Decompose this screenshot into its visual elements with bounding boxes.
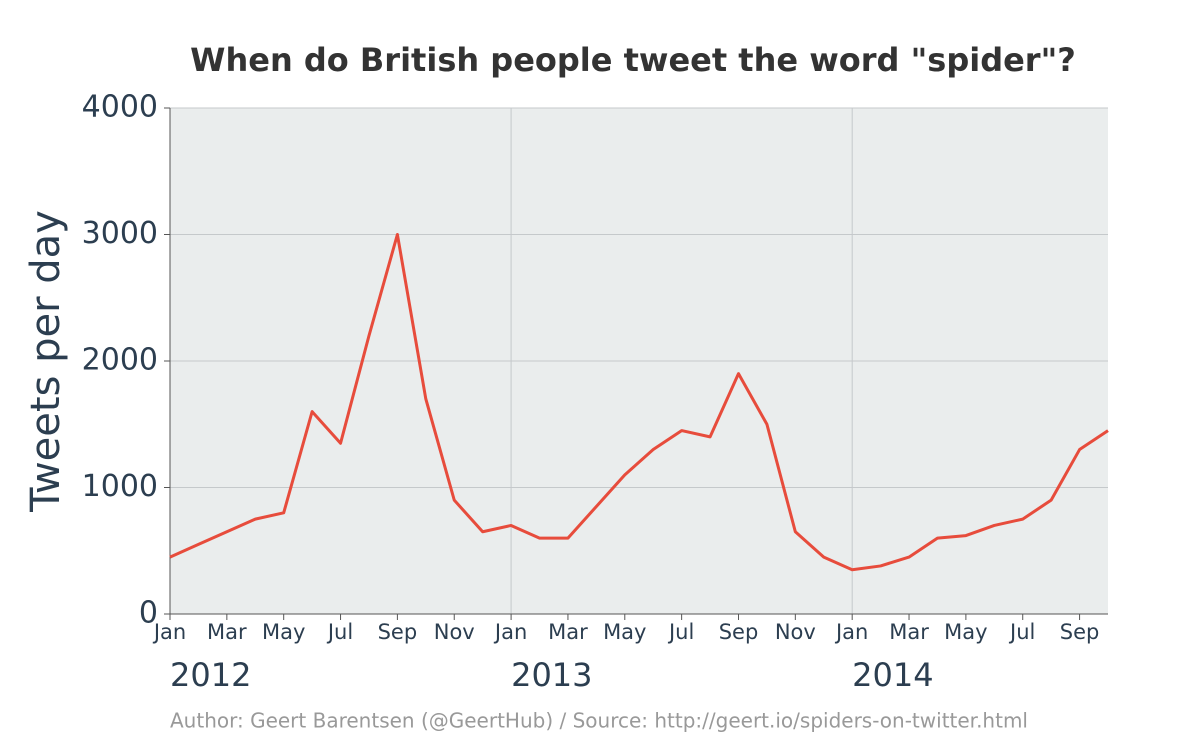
y-tick-label: 0	[139, 596, 158, 631]
y-tick-label: 1000	[82, 469, 158, 504]
year-label: 2013	[511, 656, 592, 694]
y-axis-label: Tweets per day	[23, 210, 69, 513]
year-label: 2014	[852, 656, 933, 694]
x-tick-label: Nov	[775, 620, 816, 644]
x-tick-label: Sep	[378, 620, 418, 644]
x-tick-label: May	[262, 620, 305, 644]
x-tick-label: Jan	[834, 620, 868, 644]
y-tick-label: 4000	[82, 90, 158, 125]
x-tick-label: Mar	[889, 620, 929, 644]
x-tick-label: Mar	[207, 620, 247, 644]
y-tick-label: 2000	[82, 343, 158, 378]
x-tick-label: Jan	[493, 620, 527, 644]
x-tick-label: May	[603, 620, 646, 644]
footer: Author: Geert Barentsen (@GeertHub) / So…	[170, 709, 1028, 733]
x-tick-label: Nov	[434, 620, 475, 644]
y-tick-label: 3000	[82, 216, 158, 251]
chart-title: When do British people tweet the word "s…	[190, 41, 1076, 79]
x-tick-label: Sep	[719, 620, 759, 644]
x-tick-label: Sep	[1060, 620, 1100, 644]
year-label: 2012	[170, 656, 251, 694]
x-tick-label: Jul	[326, 620, 353, 644]
data-line	[169, 233, 1109, 572]
x-tick-label: Jul	[1008, 620, 1035, 644]
x-tick-label: Jul	[667, 620, 694, 644]
x-tick-label: May	[944, 620, 987, 644]
x-tick-label: Mar	[548, 620, 588, 644]
x-tick-label: Jan	[152, 620, 186, 644]
